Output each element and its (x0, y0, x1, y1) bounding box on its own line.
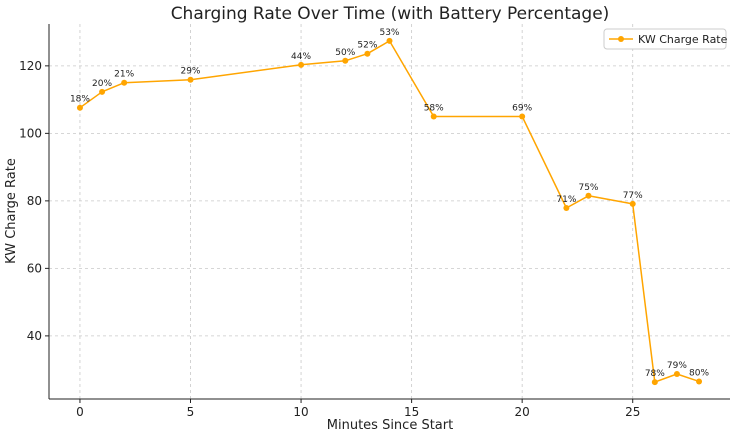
data-point (585, 192, 592, 199)
point-label: 18% (70, 95, 90, 105)
y-axis-ticks: 40 60 80 100 120 (19, 59, 49, 343)
point-label: 80% (689, 368, 709, 378)
point-label: 77% (623, 191, 643, 201)
data-point (99, 88, 106, 95)
legend: KW Charge Rate (603, 28, 728, 50)
point-label: 20% (92, 79, 112, 89)
x-tick-label: 25 (625, 405, 640, 419)
x-tick-label: 0 (76, 405, 84, 419)
y-tick-label: 120 (19, 59, 42, 73)
y-axis-label: KW Charge Rate (4, 158, 19, 264)
data-point (187, 76, 194, 83)
point-label: 50% (335, 48, 355, 58)
point-label: 29% (180, 67, 200, 77)
legend-marker-swatch (618, 36, 624, 42)
data-point (563, 204, 570, 211)
point-label: 21% (114, 70, 134, 80)
point-label: 71% (556, 195, 576, 205)
data-point (519, 113, 526, 120)
data-point (298, 61, 305, 68)
y-tick-label: 60 (27, 261, 42, 275)
x-axis-label: Minutes Since Start (327, 418, 453, 433)
data-point (342, 57, 349, 64)
y-tick-label: 80 (27, 194, 42, 208)
data-point (386, 37, 393, 44)
data-point (121, 79, 128, 86)
y-tick-label: 40 (27, 329, 42, 343)
point-label: 58% (424, 103, 444, 113)
data-point (430, 113, 437, 120)
point-label: 79% (667, 361, 687, 371)
battery-percentage-labels: 18%20%21% 29% 44% 50%52%53% 58% 69% 71%75% 77% 7… (70, 28, 710, 379)
point-label: 69% (512, 103, 532, 113)
y-tick-label: 100 (19, 126, 42, 140)
point-label: 44% (291, 52, 311, 62)
x-tick-label: 15 (404, 405, 419, 419)
data-point (651, 379, 658, 386)
point-label: 75% (578, 183, 598, 193)
x-tick-label: 10 (293, 405, 308, 419)
point-label: 53% (379, 28, 399, 38)
data-point (673, 371, 680, 378)
data-point (629, 200, 636, 207)
x-axis-ticks: 0 5 10 15 20 25 (76, 399, 640, 419)
axis-spines (48, 24, 730, 400)
x-tick-label: 5 (187, 405, 195, 419)
data-point (364, 50, 371, 57)
series-line (79, 40, 700, 383)
data-point (76, 104, 83, 111)
legend-entry-label: KW Charge Rate (638, 33, 728, 46)
grid-lines (49, 24, 730, 399)
chart-title: Charging Rate Over Time (with Battery Pe… (171, 4, 610, 24)
data-point (696, 378, 703, 385)
x-tick-label: 20 (515, 405, 530, 419)
point-label: 78% (645, 369, 665, 379)
series-kw-charge-rate (76, 37, 703, 386)
legend-frame (603, 28, 727, 50)
point-label: 52% (357, 41, 377, 51)
